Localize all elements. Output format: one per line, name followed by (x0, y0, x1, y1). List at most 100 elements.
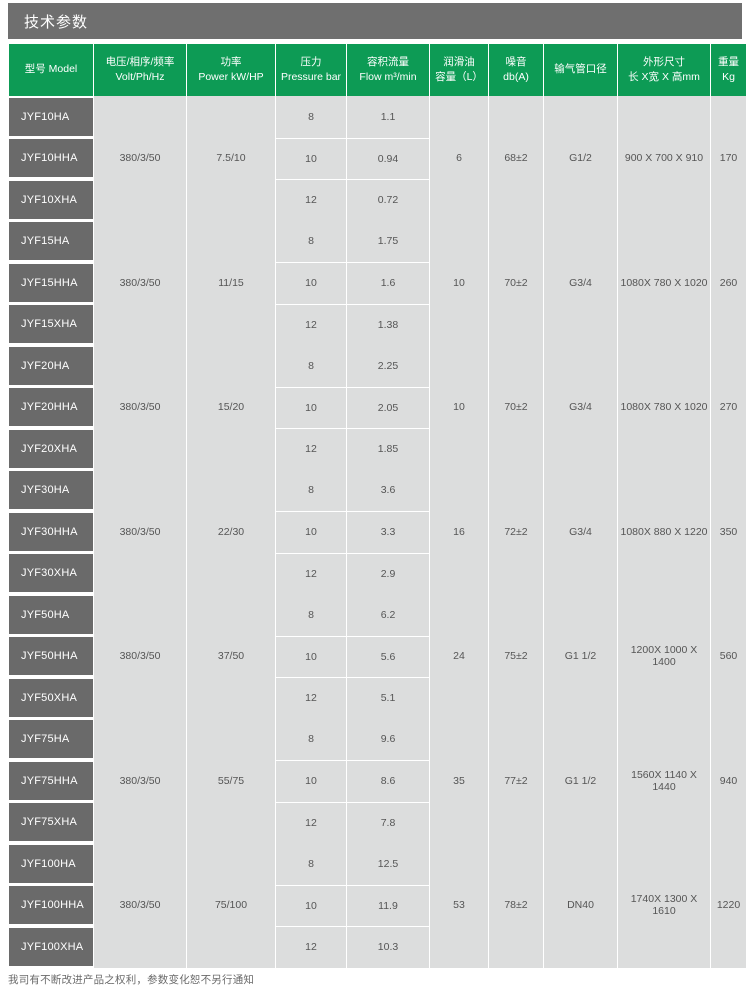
column-header-label-secondary: Power kW/HP (198, 71, 264, 83)
cell-dimension: 1560X 1140 X 1440 (618, 718, 710, 843)
cell-pipe-diameter: G3/4 (544, 345, 617, 470)
cell-weight: 260 (711, 220, 746, 345)
column-header-volt: 电压/相序/频率 Volt/Ph/Hz (94, 44, 186, 96)
cell-weight: 560 (711, 594, 746, 719)
column-header-label-primary: 型号 Model (24, 63, 78, 76)
column-header-noise: 噪音 db(A) (489, 44, 543, 96)
column-header-label-secondary: Volt/Ph/Hz (115, 71, 165, 83)
column-header-dim: 外形尺寸长 X宽 X 高mm (618, 44, 710, 96)
cell-noise: 77±2 (489, 718, 543, 843)
model-chip: JYF75XHA (9, 803, 93, 842)
cell-flow: 8.6 (347, 760, 429, 802)
cell-pressure: 8 (276, 594, 346, 636)
cell-flow: 6.2 (347, 594, 429, 636)
cell-model: JYF30HA (9, 469, 93, 511)
column-header-flow: 容积流量 Flow m³/min (347, 44, 429, 96)
cell-flow: 1.6 (347, 262, 429, 304)
table-row: JYF50HA 380/3/50 37/50 8 6.2 24 75±2 G1 1/2 1200… (9, 594, 746, 719)
cell-pressure: 8 (276, 96, 346, 138)
cell-pipe-diameter: DN40 (544, 843, 617, 968)
cell-pipe-diameter: G3/4 (544, 469, 617, 594)
table-row: JYF30HHA 10 3.3 (9, 511, 746, 553)
page-title: 技术参数 (24, 13, 89, 31)
cell-noise: 70±2 (489, 345, 543, 470)
cell-flow: 3.6 (347, 469, 429, 511)
model-chip: JYF30HHA (9, 512, 93, 551)
cell-model: JYF30XHA (9, 552, 93, 594)
cell-model: JYF100HHA (9, 884, 93, 926)
model-chip: JYF20XHA (9, 429, 93, 468)
table-row: JYF15XHA 12 1.38 (9, 303, 746, 345)
cell-voltage: 380/3/50 (94, 96, 186, 221)
cell-pressure: 12 (276, 303, 346, 345)
model-chip: JYF100HHA (9, 886, 93, 925)
cell-noise: 75±2 (489, 594, 543, 719)
cell-model: JYF10HA (9, 96, 93, 138)
cell-oil-capacity: 24 (430, 594, 488, 719)
column-header-model: 型号 Model (9, 44, 93, 96)
cell-noise: 78±2 (489, 843, 543, 968)
model-chip: JYF15HHA (9, 263, 93, 302)
table-row: JYF30HA 380/3/50 22/30 8 3.6 16 72±2 G3/4 1080X … (9, 469, 746, 594)
cell-pressure: 10 (276, 386, 346, 428)
cell-pressure: 8 (276, 345, 346, 387)
model-chip: JYF50HA (9, 595, 93, 634)
cell-power: 75/100 (187, 843, 275, 968)
cell-flow: 5.6 (347, 635, 429, 677)
cell-dimension: 1080X 780 X 1020 (618, 345, 710, 470)
table-row: JYF50XHA 12 5.1 (9, 677, 746, 719)
cell-dimension: 1740X 1300 X 1610 (618, 843, 710, 968)
table-body: JYF10HA 380/3/50 7.5/10 8 1.1 6 68±2 G1/2 900 X … (9, 96, 746, 968)
column-header-label-secondary: Kg (722, 71, 735, 83)
cell-weight: 1220 (711, 843, 746, 968)
cell-dimension: 1080X 880 X 1220 (618, 469, 710, 594)
cell-model: JYF10HHA (9, 137, 93, 179)
cell-flow: 12.5 (347, 843, 429, 885)
table-row: JYF100XHA 12 10.3 (9, 926, 746, 968)
cell-power: 37/50 (187, 594, 275, 719)
cell-pressure: 8 (276, 469, 346, 511)
model-chip: JYF75HHA (9, 761, 93, 800)
cell-flow: 2.25 (347, 345, 429, 387)
cell-flow: 0.72 (347, 179, 429, 221)
footer-note: 我司有不断改进产品之权利，参数变化恕不另行通知 (8, 974, 255, 986)
table-row: JYF10HA 380/3/50 7.5/10 8 1.1 6 68±2 G1/2 900 X … (9, 96, 746, 221)
cell-voltage: 380/3/50 (94, 469, 186, 594)
model-chip: JYF50HHA (9, 637, 93, 676)
cell-flow: 1.75 (347, 220, 429, 262)
table-row: JYF20HHA 10 2.05 (9, 386, 746, 428)
cell-oil-capacity: 16 (430, 469, 488, 594)
page-title-bar: 技术参数 (8, 3, 742, 39)
cell-model: JYF75HHA (9, 760, 93, 802)
table-row: JYF50HHA 10 5.6 (9, 635, 746, 677)
model-chip: JYF75HA (9, 720, 93, 759)
cell-flow: 2.05 (347, 386, 429, 428)
cell-model: JYF20XHA (9, 428, 93, 470)
model-chip: JYF15HA (9, 222, 93, 261)
cell-pressure: 12 (276, 179, 346, 221)
cell-pipe-diameter: G3/4 (544, 220, 617, 345)
cell-model: JYF75XHA (9, 801, 93, 843)
table-row: JYF75XHA 12 7.8 (9, 801, 746, 843)
cell-flow: 5.1 (347, 677, 429, 719)
column-header-label-secondary: db(A) (503, 71, 529, 83)
model-chip: JYF100XHA (9, 927, 93, 966)
column-header-label-secondary: 容量（L） (435, 71, 483, 83)
cell-pressure: 12 (276, 801, 346, 843)
cell-pressure: 12 (276, 677, 346, 719)
cell-model: JYF10XHA (9, 179, 93, 221)
table-row: JYF20XHA 12 1.85 (9, 428, 746, 470)
column-header-label-primary: 外形尺寸 (643, 55, 685, 68)
cell-pressure: 10 (276, 760, 346, 802)
model-chip: JYF10HA (9, 97, 93, 136)
cell-flow: 3.3 (347, 511, 429, 553)
cell-model: JYF50HA (9, 594, 93, 636)
cell-power: 55/75 (187, 718, 275, 843)
column-header-label-secondary: Flow m³/min (359, 71, 417, 83)
cell-pressure: 12 (276, 428, 346, 470)
cell-flow: 10.3 (347, 926, 429, 968)
cell-pipe-diameter: G1 1/2 (544, 718, 617, 843)
cell-pipe-diameter: G1/2 (544, 96, 617, 221)
table-row: JYF75HHA 10 8.6 (9, 760, 746, 802)
cell-dimension: 900 X 700 X 910 (618, 96, 710, 221)
